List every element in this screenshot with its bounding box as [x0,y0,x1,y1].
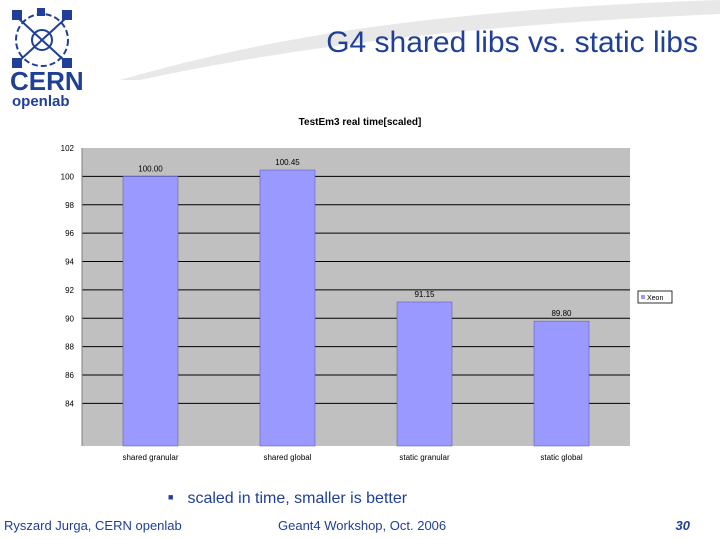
legend-swatch [641,295,645,299]
globe-icon [15,13,69,67]
bar-chart: TestEm3 real time[scaled] 102 100 98 96 94 92 9… [61,117,673,462]
y-tick-label: 90 [65,314,74,323]
x-tick-label: static granular [399,453,450,462]
y-tick-label: 86 [65,371,74,380]
y-tick-label: 96 [65,229,74,238]
cern-openlab-logo: CERN openlab [8,6,92,110]
bar [122,176,179,447]
header-swoosh [120,0,720,80]
data-label: 91.15 [414,290,435,299]
logo-cern: CERN [10,66,84,96]
footer-event: Geant4 Workshop, Oct. 2006 [278,518,447,533]
x-tick-label: shared global [263,453,311,462]
y-tick-label: 92 [65,286,74,295]
x-tick-label: shared granular [122,453,178,462]
y-tick-label: 98 [65,201,74,210]
y-tick-label: 94 [65,258,74,267]
y-tick-label: 84 [65,399,74,408]
bullet-text: scaled in time, smaller is better [187,490,408,507]
bar [533,320,590,447]
data-label: 100.00 [138,164,163,173]
bullet-point: ■ scaled in time, smaller is better [168,490,407,508]
bar [396,301,453,447]
footer-author: Ryszard Jurga, CERN openlab [4,518,182,533]
y-tick-label: 102 [61,144,75,153]
legend-label: Xeon [647,295,663,302]
logo-openlab: openlab [12,93,70,110]
x-tick-label: static global [540,453,582,462]
bullet-square-icon: ■ [168,492,174,502]
y-tick-label: 88 [65,343,74,352]
data-label: 100.45 [275,158,300,167]
chart-title: TestEm3 real time[scaled] [299,117,422,128]
data-label: 89.80 [551,309,572,318]
y-tick-label: 100 [61,172,75,181]
page-number: 30 [675,518,690,533]
slide-title: G4 shared libs vs. static libs [326,26,698,59]
bar [259,169,316,447]
legend-box [637,290,673,304]
